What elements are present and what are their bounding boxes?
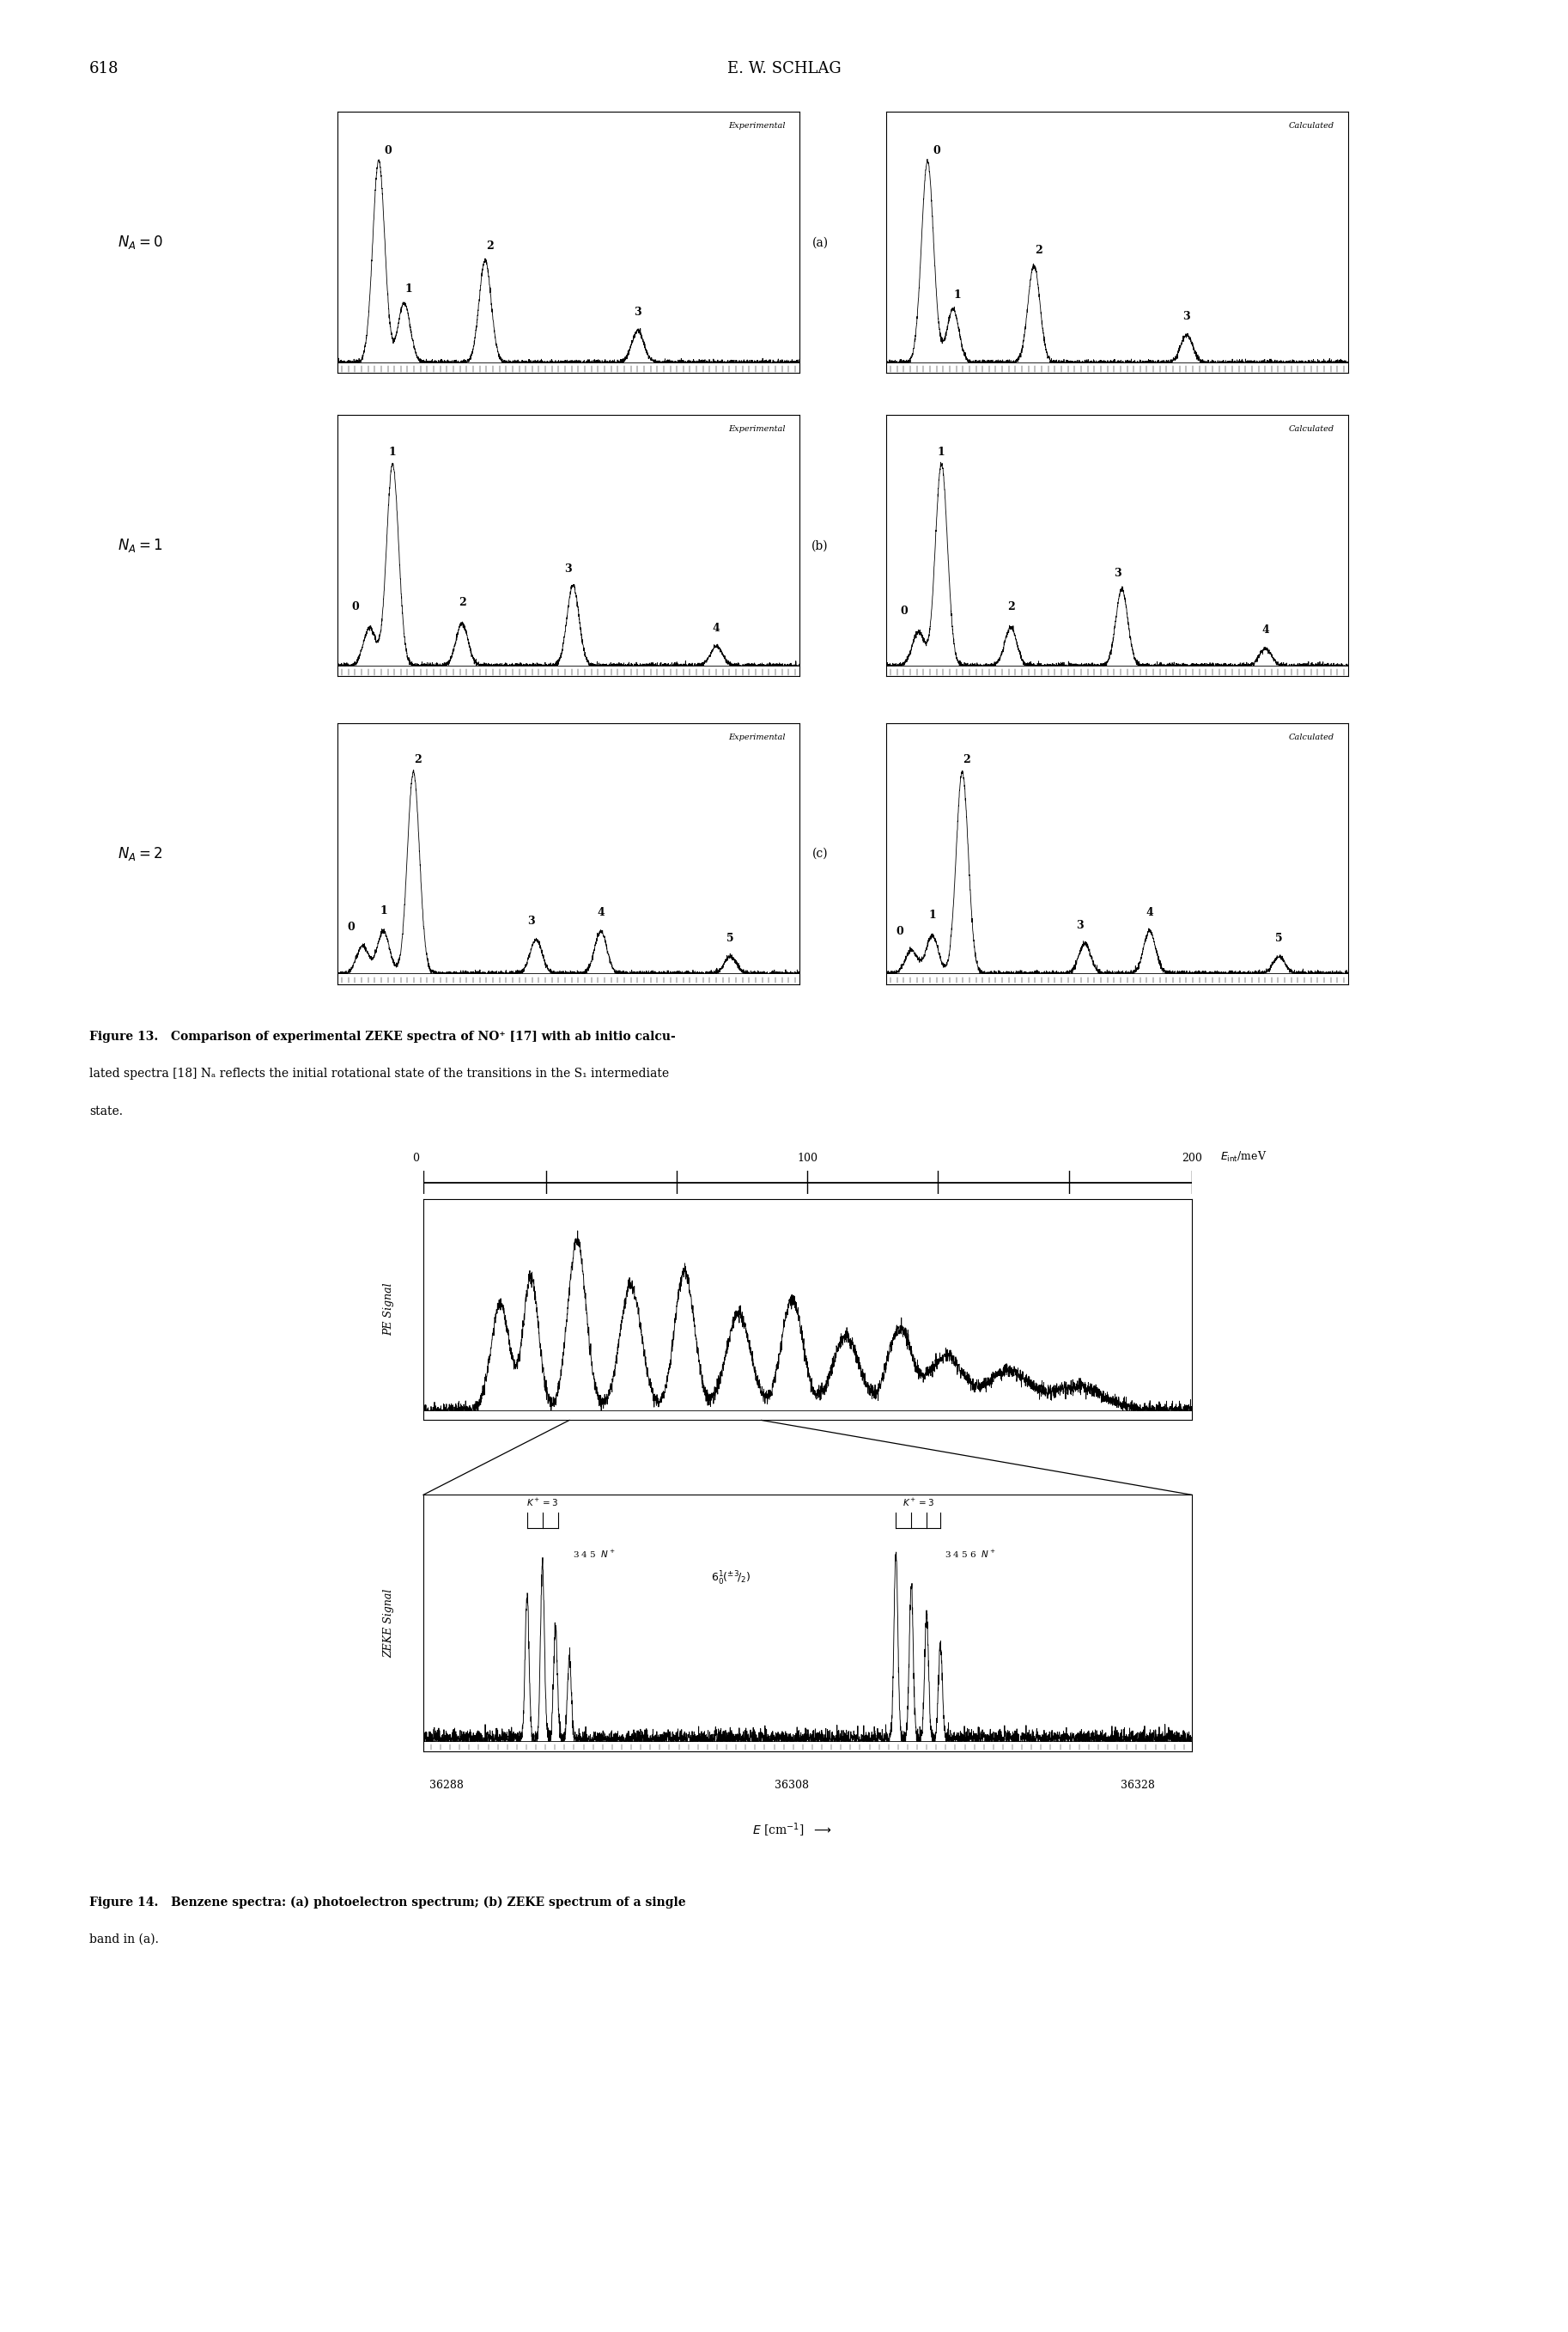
Text: state.: state. bbox=[89, 1105, 122, 1117]
Text: 4: 4 bbox=[597, 907, 605, 919]
Text: (a): (a) bbox=[812, 236, 828, 250]
Text: Experimental: Experimental bbox=[729, 121, 786, 131]
Text: $K^+=3$: $K^+=3$ bbox=[903, 1497, 935, 1509]
Text: 0: 0 bbox=[347, 921, 354, 933]
Text: ZEKE Signal: ZEKE Signal bbox=[383, 1588, 395, 1658]
Text: $N_A = 0$: $N_A = 0$ bbox=[118, 233, 163, 252]
Text: 36328: 36328 bbox=[1121, 1779, 1156, 1791]
Text: band in (a).: band in (a). bbox=[89, 1933, 158, 1945]
Text: 4: 4 bbox=[1262, 625, 1269, 637]
Text: 5: 5 bbox=[1275, 933, 1283, 944]
Text: 200: 200 bbox=[1181, 1152, 1203, 1164]
Text: Experimental: Experimental bbox=[729, 732, 786, 742]
Text: 1: 1 bbox=[928, 909, 936, 921]
Text: 3 4 5  $N^+$: 3 4 5 $N^+$ bbox=[574, 1548, 616, 1560]
Text: 0: 0 bbox=[933, 145, 941, 156]
Text: 1: 1 bbox=[953, 289, 961, 301]
Text: 0: 0 bbox=[384, 145, 392, 156]
Text: 3: 3 bbox=[564, 564, 572, 574]
Text: E. W. SCHLAG: E. W. SCHLAG bbox=[728, 61, 840, 77]
Text: Figure 14.   Benzene spectra: (a) photoelectron spectrum; (b) ZEKE spectrum of a: Figure 14. Benzene spectra: (a) photoele… bbox=[89, 1896, 685, 1908]
Text: 0: 0 bbox=[412, 1152, 419, 1164]
Text: 5: 5 bbox=[726, 933, 734, 944]
Text: 36288: 36288 bbox=[430, 1779, 464, 1791]
Text: Calculated: Calculated bbox=[1289, 424, 1334, 434]
Text: 4: 4 bbox=[713, 623, 720, 634]
Text: 3: 3 bbox=[1113, 567, 1121, 578]
Text: 3 4 5 6  $N^+$: 3 4 5 6 $N^+$ bbox=[944, 1548, 996, 1560]
Text: 0: 0 bbox=[900, 606, 908, 618]
Text: 2: 2 bbox=[414, 753, 422, 765]
Text: Calculated: Calculated bbox=[1289, 732, 1334, 742]
Text: PE Signal: PE Signal bbox=[383, 1283, 395, 1336]
Text: $E$ [cm$^{-1}$]  $\longrightarrow$: $E$ [cm$^{-1}$] $\longrightarrow$ bbox=[753, 1821, 833, 1838]
Text: lated spectra [18] Nₐ reflects the initial rotational state of the transitions i: lated spectra [18] Nₐ reflects the initi… bbox=[89, 1068, 670, 1080]
Text: 3: 3 bbox=[633, 308, 641, 317]
Text: Experimental: Experimental bbox=[729, 424, 786, 434]
Text: 36308: 36308 bbox=[775, 1779, 809, 1791]
Text: 3: 3 bbox=[1182, 310, 1190, 322]
Text: 4: 4 bbox=[1146, 907, 1154, 919]
Text: 0: 0 bbox=[351, 602, 359, 613]
Text: $N_A = 1$: $N_A = 1$ bbox=[118, 536, 163, 555]
Text: $6^1_0(^{\pm3}\!/_2)$: $6^1_0(^{\pm3}\!/_2)$ bbox=[710, 1569, 751, 1588]
Text: (b): (b) bbox=[812, 539, 828, 553]
Text: $N_A = 2$: $N_A = 2$ bbox=[118, 844, 163, 863]
Text: 1: 1 bbox=[379, 905, 387, 916]
Text: 3: 3 bbox=[1077, 919, 1083, 930]
Text: (c): (c) bbox=[812, 847, 828, 861]
Text: 2: 2 bbox=[963, 753, 971, 765]
Text: 1: 1 bbox=[389, 445, 397, 457]
Text: 2: 2 bbox=[486, 240, 494, 252]
Text: 1: 1 bbox=[938, 445, 946, 457]
Text: $K^+=3$: $K^+=3$ bbox=[527, 1497, 558, 1509]
Text: 100: 100 bbox=[797, 1152, 818, 1164]
Text: 3: 3 bbox=[528, 916, 535, 926]
Text: Calculated: Calculated bbox=[1289, 121, 1334, 131]
Text: 0: 0 bbox=[895, 926, 903, 937]
Text: Figure 13.   Comparison of experimental ZEKE spectra of NO⁺ [17] with ab initio : Figure 13. Comparison of experimental ZE… bbox=[89, 1031, 676, 1042]
Text: $E_{\rm int}$/meV: $E_{\rm int}$/meV bbox=[1220, 1150, 1267, 1164]
Text: 2: 2 bbox=[1035, 245, 1043, 257]
Text: 618: 618 bbox=[89, 61, 119, 77]
Text: 2: 2 bbox=[1007, 602, 1014, 613]
Text: 2: 2 bbox=[458, 597, 466, 609]
Text: 1: 1 bbox=[405, 285, 412, 294]
